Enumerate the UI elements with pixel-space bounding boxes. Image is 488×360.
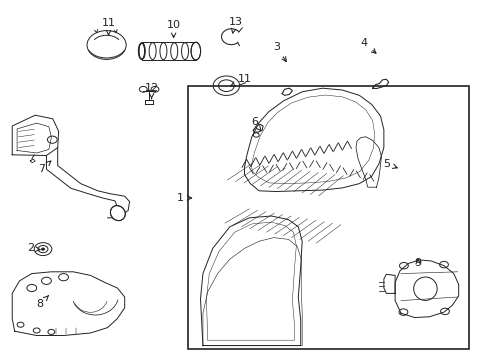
Text: 6: 6: [250, 117, 261, 131]
Text: 5: 5: [382, 159, 396, 169]
Text: 3: 3: [272, 42, 285, 62]
Text: 7: 7: [38, 161, 51, 174]
Text: 2: 2: [27, 243, 40, 253]
Circle shape: [41, 248, 44, 250]
Text: 4: 4: [360, 38, 375, 53]
Ellipse shape: [110, 206, 125, 221]
Text: 13: 13: [228, 17, 242, 33]
Text: 1: 1: [176, 193, 191, 203]
Text: 8: 8: [37, 296, 48, 309]
Ellipse shape: [191, 42, 200, 60]
Text: 11: 11: [102, 18, 115, 35]
Bar: [188, 86, 468, 349]
Text: 11: 11: [230, 74, 251, 86]
Text: 10: 10: [166, 20, 180, 37]
Ellipse shape: [139, 43, 144, 59]
Text: 9: 9: [414, 258, 421, 268]
Text: 12: 12: [144, 83, 158, 99]
